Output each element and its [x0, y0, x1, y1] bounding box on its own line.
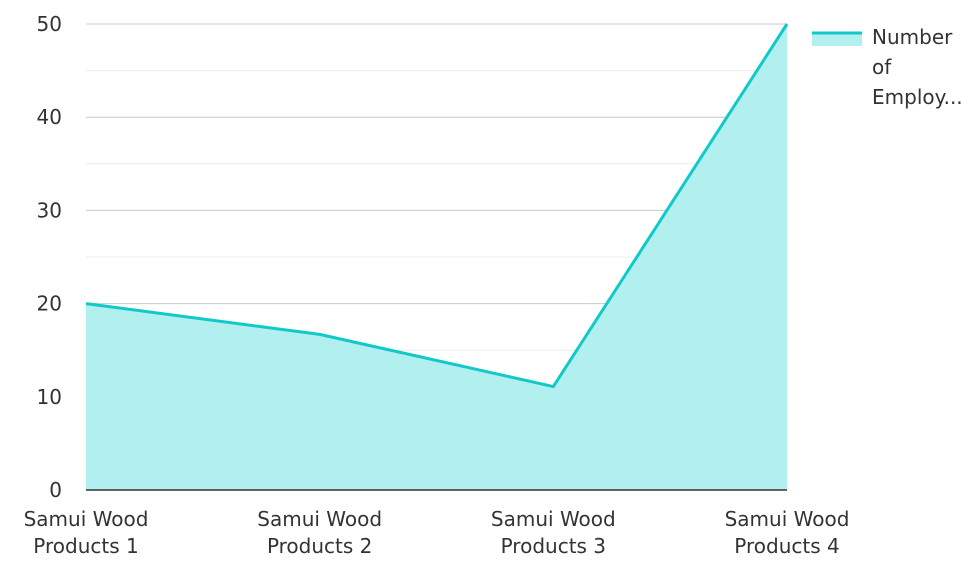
x-tick-label: Samui Wood Products 4	[725, 507, 850, 558]
x-tick-label: Samui Wood Products 2	[257, 507, 382, 558]
x-tick-label-line: Products 3	[501, 534, 606, 558]
y-axis-ticks: 0 10 20 30 40 50	[37, 12, 62, 502]
x-tick-label-line: Products 2	[267, 534, 372, 558]
y-tick-label: 30	[37, 198, 62, 222]
y-tick-label: 20	[37, 292, 62, 316]
legend-label-line: Number	[872, 25, 953, 49]
x-tick-label: Samui Wood Products 3	[491, 507, 616, 558]
legend: Number of Employ...	[812, 25, 963, 109]
y-tick-label: 50	[37, 12, 62, 36]
legend-swatch	[812, 32, 862, 46]
x-tick-label-line: Samui Wood	[491, 507, 616, 531]
x-tick-label-line: Samui Wood	[725, 507, 850, 531]
x-tick-label-line: Products 1	[33, 534, 138, 558]
series-line	[85, 23, 789, 389]
series-area-fill	[86, 24, 787, 490]
x-tick-label: Samui Wood Products 1	[24, 507, 149, 558]
legend-label: Number of Employ...	[872, 25, 963, 109]
legend-label-line: Employ...	[872, 85, 963, 109]
x-axis-ticks: Samui Wood Products 1 Samui Wood Products 2…	[24, 507, 850, 558]
x-tick-label-line: Samui Wood	[24, 507, 149, 531]
y-tick-label: 40	[37, 105, 62, 129]
legend-label-line: of	[872, 55, 892, 79]
x-tick-label-line: Products 4	[734, 534, 839, 558]
x-tick-label-line: Samui Wood	[257, 507, 382, 531]
y-tick-label: 10	[37, 385, 62, 409]
y-tick-label: 0	[49, 478, 62, 502]
plot-area	[85, 23, 789, 490]
